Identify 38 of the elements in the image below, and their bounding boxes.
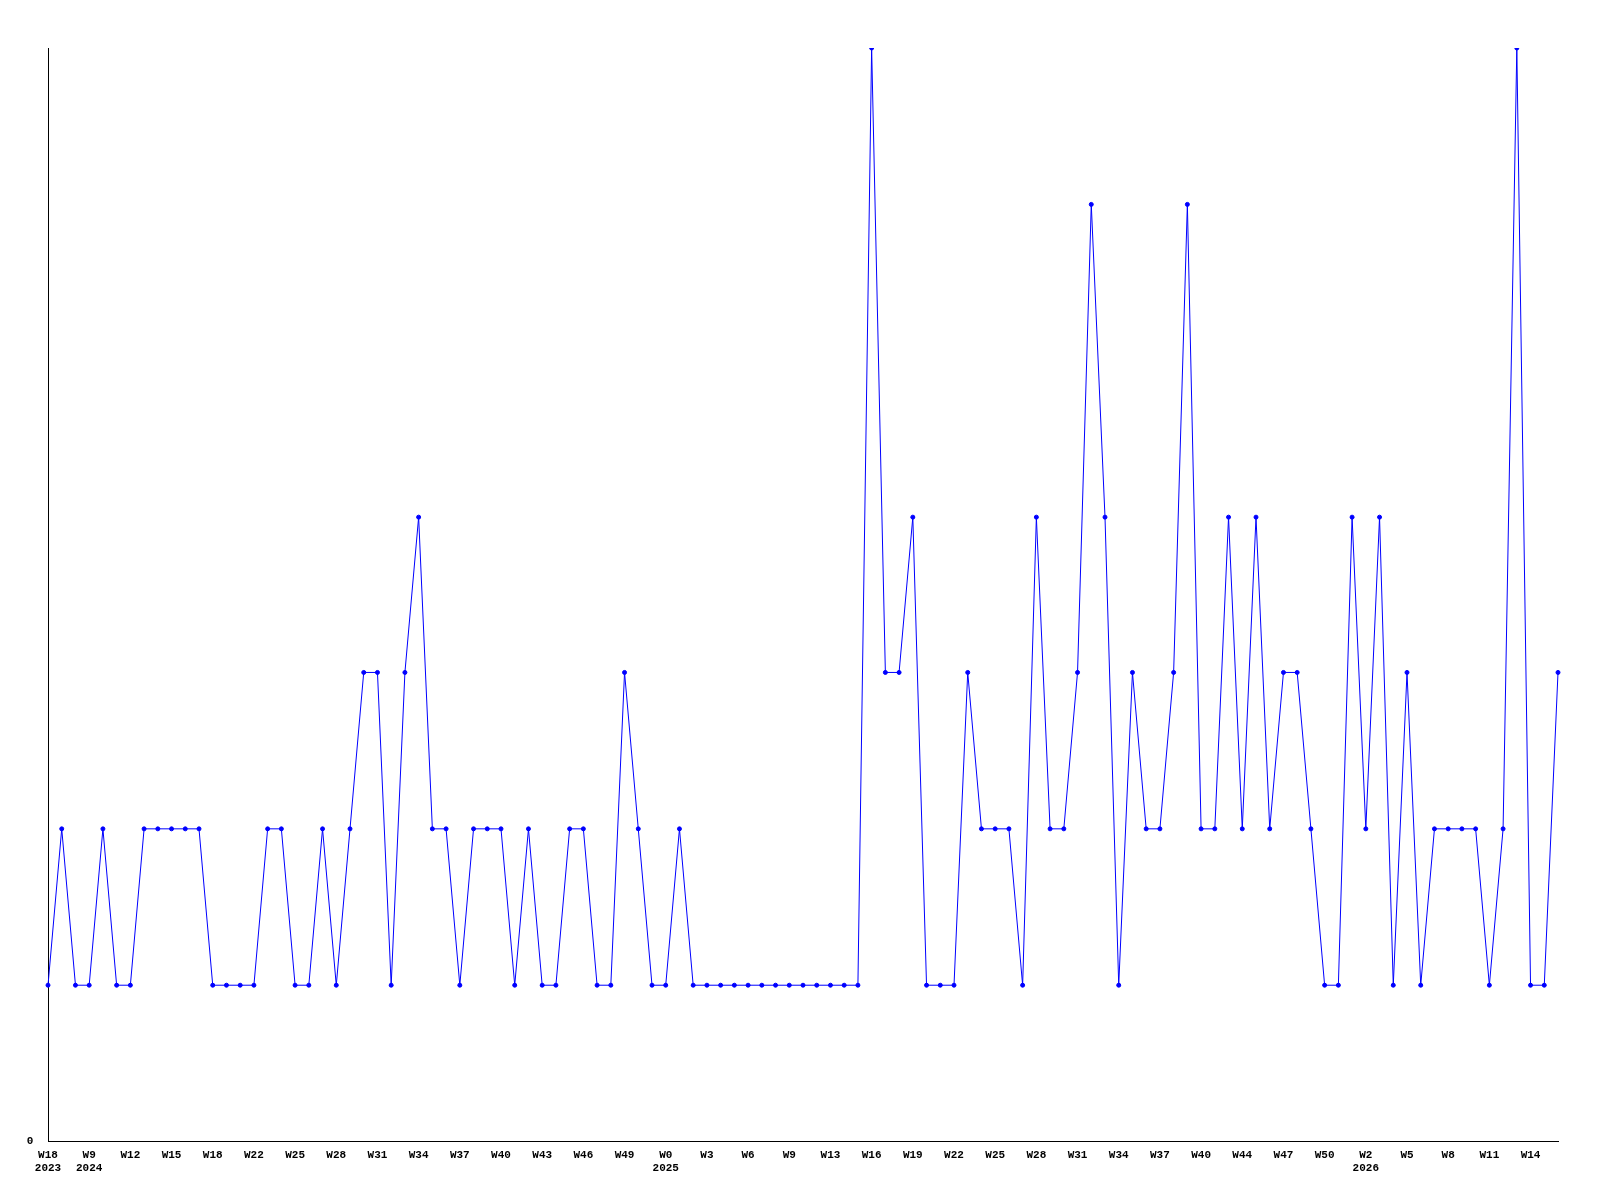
x-tick-label: W25 [985,1148,1006,1161]
x-tick-label: W49 [614,1148,635,1161]
x-tick-label: W31 [1067,1148,1088,1161]
x-tick-label: W5 [1400,1148,1414,1161]
x-tick-label: W13 [820,1148,841,1161]
x-tick-label: W22 [944,1148,964,1161]
x-tick-label: W37 [1150,1148,1170,1161]
x-tick-label: W46 [573,1148,594,1161]
x-tick-label: W19 [902,1148,923,1161]
x-tick-label: W40 [491,1148,511,1161]
x-tick-label: W3 [700,1148,714,1161]
x-tick-label: W2 2026 [1352,1148,1380,1175]
x-tick-label: W14 [1520,1148,1541,1161]
x-tick-label: W8 [1441,1148,1456,1161]
x-tick-label: W34 [408,1148,429,1161]
x-tick-label: W47 [1273,1148,1294,1161]
x-tick-label: W34 [1108,1148,1130,1161]
x-tick-label: W25 [285,1148,306,1161]
x-tick-label: W18 2023 [34,1148,62,1175]
x-tick-label: W15 [161,1148,182,1161]
x-tick-label: W12 [120,1148,141,1161]
x-tick-label: W22 [244,1148,264,1161]
x-tick-label: W0 2025 [652,1148,680,1175]
x-tick-label: W50 [1314,1148,1335,1161]
x-tick-label: W6 [741,1148,755,1161]
x-tick-label: W9 [782,1148,796,1161]
x-tick-label: W9 2024 [75,1148,103,1175]
text: 0 [26,1135,34,1148]
x-tick-label: W18 [202,1148,224,1161]
x-tick-label: W11 [1479,1148,1500,1161]
x-tick-label: W44 [1232,1148,1253,1161]
x-tick-label: W40 [1191,1148,1211,1161]
x-tick-label: W28 [326,1148,347,1161]
x-tick-label: W28 [1026,1148,1047,1161]
x-tick-label: W31 [367,1148,388,1161]
x-tick-label: W43 [532,1148,553,1161]
x-tick-label: W37 [449,1148,470,1161]
x-tick-label: W16 [861,1148,882,1161]
